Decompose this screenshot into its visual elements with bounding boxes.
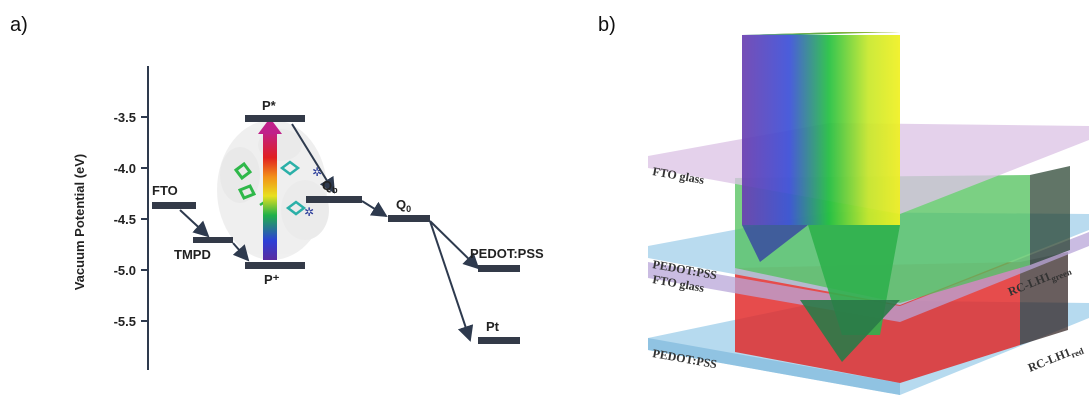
excitation-arrowhead (258, 118, 282, 134)
tick-label: -5.5 (114, 314, 136, 329)
level-p-star (245, 115, 305, 122)
tick-label: -5.0 (114, 263, 136, 278)
panel-label-a: a) (10, 14, 28, 36)
tick-label: -4.5 (114, 212, 136, 227)
level-tmpd (193, 237, 233, 243)
electron-transfer-arrows (179, 123, 480, 342)
level-pt (478, 337, 520, 344)
level-q0 (388, 215, 430, 222)
svg-text:✲: ✲ (304, 205, 314, 219)
label-rc-red: RC-LH1red (1026, 340, 1085, 376)
light-beam-arrowhead (800, 300, 900, 362)
panel-label-b: b) (598, 14, 616, 36)
light-beam-top-face (742, 32, 900, 35)
label-p-star: P* (262, 98, 277, 113)
label-tmpd: TMPD (174, 247, 211, 262)
cofactor-molecules: ✲ ✲ (233, 160, 322, 219)
tick-label: -3.5 (114, 110, 136, 125)
energy-diagram: ✲ ✲ -3.5 -4.0 -4.5 -5.0 -5.5 Vacuum Pote… (72, 66, 544, 370)
level-p-plus (245, 262, 305, 269)
y-axis-label: Vacuum Potential (eV) (72, 154, 87, 291)
label-p-plus: P⁺ (264, 272, 280, 287)
label-fto: FTO (152, 183, 178, 198)
level-qb (306, 196, 362, 203)
level-fto (152, 202, 196, 209)
label-pedot: PEDOT:PSS (470, 246, 544, 261)
level-pedot (478, 265, 520, 272)
label-q0: Q0 (396, 197, 411, 214)
y-axis-ticks (141, 116, 148, 322)
svg-text:✲: ✲ (312, 165, 322, 179)
label-pt: Pt (486, 319, 500, 334)
tick-label: -4.0 (114, 161, 136, 176)
left-arrowhead (742, 225, 808, 262)
label-qb: Qb (322, 178, 338, 195)
light-beam (742, 35, 900, 225)
device-stack: FTO glass PEDOT:PSS FTO glass PEDOT:PSS … (648, 32, 1089, 395)
excitation-arrow (263, 132, 277, 260)
